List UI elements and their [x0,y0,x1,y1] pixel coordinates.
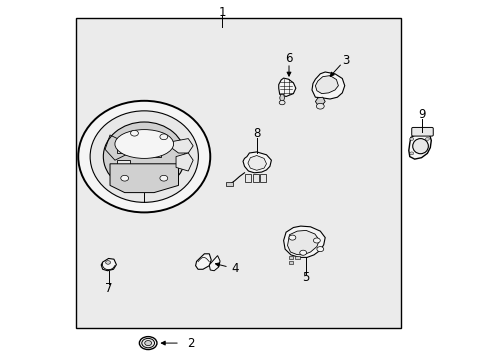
Bar [288,256,293,259]
Circle shape [299,250,306,255]
Circle shape [313,238,320,243]
Polygon shape [195,254,211,269]
Circle shape [121,175,128,181]
Bar [117,160,129,173]
Polygon shape [278,78,295,96]
Polygon shape [315,76,338,94]
Text: 7: 7 [104,282,112,295]
Bar [146,139,161,157]
Bar [288,261,293,264]
Circle shape [409,152,413,155]
FancyBboxPatch shape [411,127,432,136]
Polygon shape [279,94,284,102]
Bar [295,256,300,259]
Text: 5: 5 [301,271,309,284]
Ellipse shape [78,101,210,212]
Polygon shape [243,152,271,173]
Polygon shape [168,139,193,153]
Bar [117,139,131,153]
Polygon shape [247,156,266,170]
Circle shape [288,235,295,240]
Text: 2: 2 [186,337,194,350]
Ellipse shape [412,139,427,154]
Polygon shape [176,153,193,171]
Text: 3: 3 [342,54,349,67]
Text: 9: 9 [417,108,425,121]
Circle shape [142,338,154,348]
Ellipse shape [103,122,185,191]
Polygon shape [408,132,430,159]
Ellipse shape [90,111,198,202]
Ellipse shape [115,130,173,158]
Polygon shape [311,72,344,99]
Circle shape [105,261,110,264]
Polygon shape [110,164,178,193]
Polygon shape [287,230,319,255]
Text: 6: 6 [285,52,292,65]
Circle shape [160,134,167,140]
Bar [260,174,265,182]
Circle shape [409,138,413,140]
Bar [245,174,251,182]
Text: 8: 8 [252,127,260,140]
Circle shape [160,175,167,181]
Polygon shape [283,226,325,257]
Polygon shape [315,97,325,105]
Circle shape [316,103,324,109]
Circle shape [279,100,285,105]
Polygon shape [209,256,220,271]
Bar [225,182,232,186]
Circle shape [139,337,157,350]
Bar [253,174,259,182]
Circle shape [130,130,138,136]
Circle shape [316,247,323,252]
Text: 4: 4 [230,262,238,275]
Polygon shape [101,258,116,271]
Bar [76,18,400,328]
Circle shape [425,138,428,140]
Text: 1: 1 [218,6,226,19]
Circle shape [144,341,151,346]
